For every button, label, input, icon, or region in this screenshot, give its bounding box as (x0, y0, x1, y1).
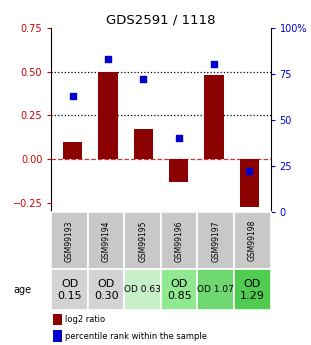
Text: OD 1.07: OD 1.07 (197, 285, 234, 295)
Text: GSM99194: GSM99194 (102, 220, 111, 262)
Bar (124, 269, 161, 310)
Bar (161, 212, 197, 269)
Point (211, 62, 216, 67)
Text: percentile rank within the sample: percentile rank within the sample (65, 332, 207, 341)
Bar (197, 269, 234, 310)
Text: OD
1.29: OD 1.29 (240, 279, 265, 301)
Bar (63, 142, 82, 159)
Bar (161, 269, 197, 310)
Point (176, 136, 181, 141)
Text: GSM99195: GSM99195 (138, 220, 147, 262)
Bar (51, 269, 88, 310)
Text: OD
0.30: OD 0.30 (94, 279, 118, 301)
Point (70, 93, 75, 99)
Bar (133, 129, 153, 159)
Bar (51, 212, 88, 269)
Bar (88, 212, 124, 269)
Title: GDS2591 / 1118: GDS2591 / 1118 (106, 13, 216, 27)
Text: GSM99198: GSM99198 (248, 220, 257, 262)
Text: GSM99197: GSM99197 (211, 220, 220, 262)
Text: GSM99193: GSM99193 (65, 220, 74, 262)
Text: OD
0.85: OD 0.85 (167, 279, 192, 301)
Bar (169, 159, 188, 182)
Point (141, 77, 146, 82)
Bar (98, 71, 118, 159)
Bar (204, 75, 224, 159)
Bar (124, 212, 161, 269)
Bar (234, 269, 271, 310)
Bar (88, 269, 124, 310)
Bar (197, 212, 234, 269)
Bar (240, 159, 259, 207)
Text: OD
0.15: OD 0.15 (57, 279, 82, 301)
Text: log2 ratio: log2 ratio (65, 315, 105, 324)
Text: age: age (13, 285, 31, 295)
Point (105, 56, 110, 62)
Text: OD 0.63: OD 0.63 (124, 285, 161, 295)
Point (247, 169, 252, 174)
Bar (53, 314, 62, 325)
Text: GSM99196: GSM99196 (175, 220, 184, 262)
Bar (53, 330, 62, 342)
Bar (234, 212, 271, 269)
